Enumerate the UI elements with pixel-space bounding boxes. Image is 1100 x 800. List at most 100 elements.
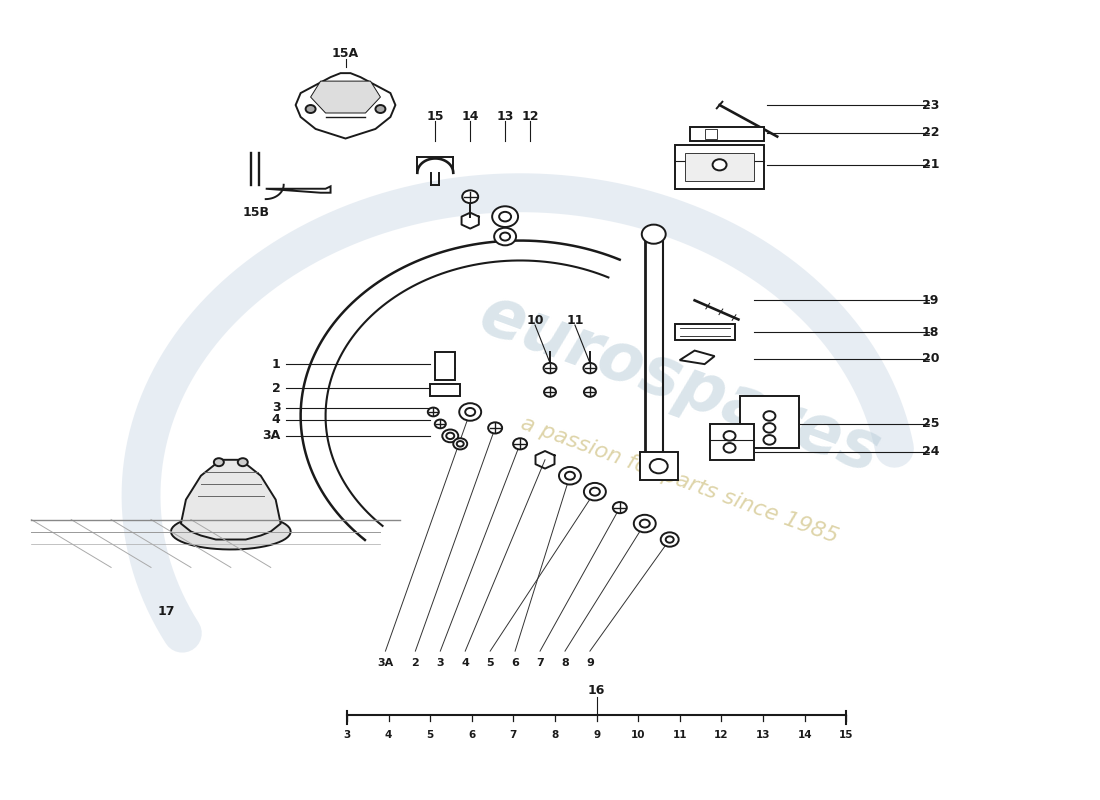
Circle shape — [543, 363, 557, 374]
Circle shape — [447, 433, 454, 439]
FancyBboxPatch shape — [684, 153, 755, 181]
Polygon shape — [310, 81, 381, 113]
Circle shape — [613, 502, 627, 514]
Circle shape — [661, 532, 679, 546]
Text: 12: 12 — [521, 110, 539, 123]
Text: 6: 6 — [512, 658, 519, 668]
Text: a passion for parts since 1985: a passion for parts since 1985 — [518, 413, 842, 546]
Circle shape — [499, 212, 512, 222]
Text: 4: 4 — [461, 658, 470, 668]
Circle shape — [238, 458, 248, 466]
Circle shape — [559, 467, 581, 485]
FancyBboxPatch shape — [705, 129, 716, 138]
Circle shape — [428, 407, 439, 416]
Polygon shape — [180, 460, 280, 539]
Text: 15A: 15A — [332, 46, 359, 60]
Text: 5: 5 — [486, 658, 494, 668]
Text: 21: 21 — [922, 158, 939, 171]
Text: 15: 15 — [427, 110, 444, 123]
Text: 23: 23 — [922, 98, 939, 111]
Circle shape — [459, 403, 481, 421]
Text: 4: 4 — [272, 414, 280, 426]
Circle shape — [634, 515, 656, 532]
Circle shape — [500, 233, 510, 241]
Text: 2: 2 — [411, 658, 419, 668]
Polygon shape — [266, 186, 331, 193]
Polygon shape — [170, 514, 290, 550]
Circle shape — [763, 423, 776, 433]
Text: 16: 16 — [587, 685, 605, 698]
Text: 14: 14 — [462, 110, 478, 123]
Text: 9: 9 — [593, 730, 601, 740]
Text: 19: 19 — [922, 294, 939, 307]
FancyBboxPatch shape — [674, 145, 764, 189]
FancyBboxPatch shape — [430, 384, 460, 396]
Text: 7: 7 — [536, 658, 543, 668]
Circle shape — [583, 363, 596, 374]
Circle shape — [584, 387, 596, 397]
Text: 12: 12 — [714, 730, 728, 740]
Circle shape — [306, 105, 316, 113]
Circle shape — [713, 159, 727, 170]
Circle shape — [213, 458, 223, 466]
Circle shape — [590, 488, 600, 496]
Text: 14: 14 — [798, 730, 812, 740]
Text: 20: 20 — [922, 352, 939, 365]
Text: 2: 2 — [272, 382, 280, 394]
Polygon shape — [296, 73, 395, 138]
Text: 3: 3 — [272, 402, 280, 414]
Circle shape — [763, 435, 776, 445]
Circle shape — [492, 206, 518, 227]
Circle shape — [513, 438, 527, 450]
Text: 17: 17 — [157, 605, 175, 618]
Text: 15B: 15B — [242, 206, 270, 219]
Circle shape — [724, 443, 736, 453]
Text: 9: 9 — [586, 658, 594, 668]
Text: 3A: 3A — [377, 658, 394, 668]
Circle shape — [641, 225, 666, 244]
FancyBboxPatch shape — [436, 352, 455, 380]
Circle shape — [434, 419, 446, 428]
Text: 3: 3 — [343, 730, 351, 740]
Circle shape — [375, 105, 385, 113]
Circle shape — [488, 422, 502, 434]
FancyBboxPatch shape — [640, 452, 678, 480]
Circle shape — [724, 431, 736, 441]
Text: 25: 25 — [922, 418, 939, 430]
Text: 24: 24 — [922, 446, 939, 458]
Text: 15: 15 — [839, 730, 854, 740]
Text: 3: 3 — [437, 658, 444, 668]
Circle shape — [650, 459, 668, 474]
FancyBboxPatch shape — [739, 396, 800, 448]
Text: 18: 18 — [922, 326, 939, 338]
Text: 22: 22 — [922, 126, 939, 139]
Text: 4: 4 — [385, 730, 393, 740]
Text: 11: 11 — [566, 314, 584, 326]
Text: 1: 1 — [272, 358, 280, 370]
Circle shape — [494, 228, 516, 246]
Text: 7: 7 — [509, 730, 517, 740]
Circle shape — [584, 483, 606, 501]
Text: 6: 6 — [469, 730, 475, 740]
Circle shape — [465, 408, 475, 416]
Circle shape — [462, 190, 478, 203]
Text: 3A: 3A — [263, 430, 280, 442]
Circle shape — [453, 438, 468, 450]
Circle shape — [763, 411, 776, 421]
Text: eurospares: eurospares — [471, 281, 889, 487]
Circle shape — [565, 472, 575, 480]
Circle shape — [640, 519, 650, 527]
Text: 10: 10 — [631, 730, 646, 740]
Text: 8: 8 — [561, 658, 569, 668]
FancyBboxPatch shape — [690, 126, 764, 141]
Circle shape — [666, 536, 673, 542]
Text: 5: 5 — [427, 730, 433, 740]
Circle shape — [456, 441, 464, 446]
FancyBboxPatch shape — [710, 424, 755, 460]
FancyBboxPatch shape — [674, 324, 735, 340]
Text: 13: 13 — [756, 730, 770, 740]
Text: 13: 13 — [496, 110, 514, 123]
Circle shape — [442, 430, 459, 442]
Text: 11: 11 — [672, 730, 688, 740]
Text: 8: 8 — [551, 730, 559, 740]
